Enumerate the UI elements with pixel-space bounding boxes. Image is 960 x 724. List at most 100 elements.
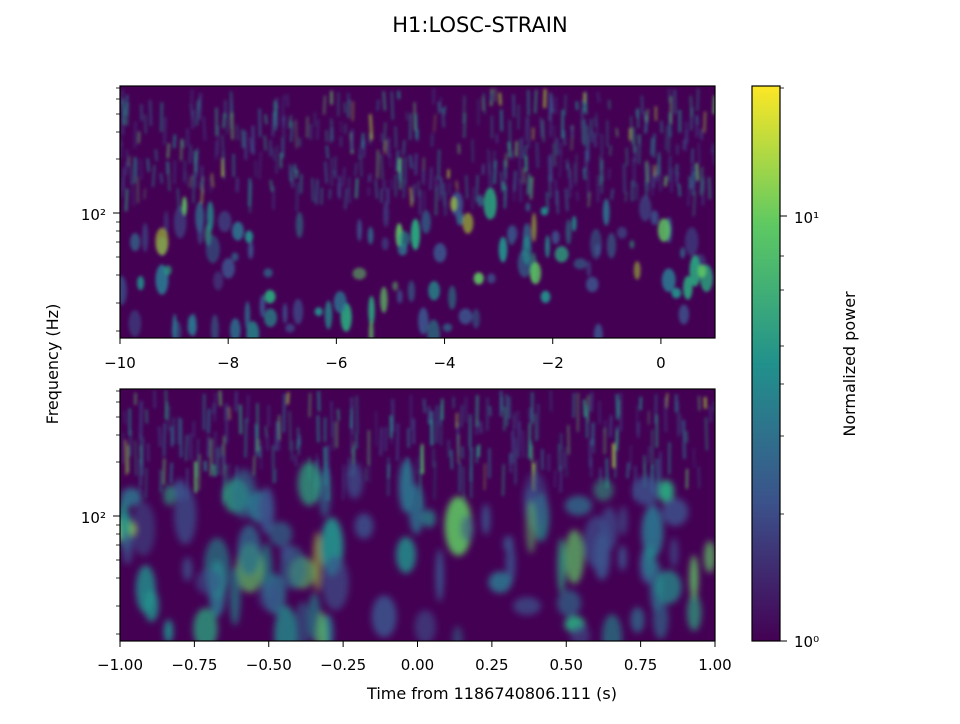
x-tick-label: −4 bbox=[433, 354, 455, 372]
spectrogram-blob bbox=[142, 223, 148, 252]
spectrogram-streak bbox=[123, 99, 124, 125]
spectrogram-streak bbox=[693, 171, 694, 195]
spectrogram-blob bbox=[421, 210, 431, 233]
spectrogram-streak bbox=[665, 176, 666, 186]
spectrogram-streak bbox=[297, 182, 298, 211]
spectrogram-blob bbox=[369, 321, 373, 345]
spectrogram-streak bbox=[704, 112, 705, 133]
spectrogram-streak bbox=[503, 464, 504, 496]
spectrogram-blob bbox=[237, 525, 261, 576]
spectrogram-blob bbox=[428, 281, 440, 300]
spectrogram-blob bbox=[463, 213, 474, 234]
x-tick-label: −1.00 bbox=[97, 656, 143, 674]
spectrogram-streak bbox=[528, 174, 529, 195]
spectrogram-blob bbox=[418, 308, 428, 335]
spectrogram-streak bbox=[178, 417, 179, 444]
spectrogram-blob bbox=[172, 321, 182, 343]
spectrogram-streak bbox=[660, 452, 661, 487]
x-tick-label: −10 bbox=[104, 354, 136, 372]
spectrogram-streak bbox=[684, 420, 685, 459]
spectrogram-streak bbox=[296, 120, 297, 148]
x-tick-label: −0.75 bbox=[171, 656, 217, 674]
spectrogram-blob bbox=[285, 324, 294, 333]
spectrogram-blob bbox=[231, 252, 238, 261]
spectrogram-blob bbox=[503, 536, 513, 552]
spectrogram-streak bbox=[213, 403, 214, 414]
colorbar-tick-label-bottom: 10⁰ bbox=[794, 633, 819, 651]
spectrogram-blob bbox=[382, 237, 389, 250]
spectrogram-streak bbox=[595, 133, 596, 147]
spectrogram-streak bbox=[449, 182, 450, 194]
spectrogram-blob bbox=[283, 303, 288, 323]
x-tick-label: 0.25 bbox=[475, 656, 508, 674]
spectrogram-blob bbox=[630, 240, 635, 248]
spectrogram-streak bbox=[288, 392, 289, 404]
spectrogram-streak bbox=[577, 191, 578, 200]
spectrogram-streak bbox=[298, 427, 299, 437]
spectrogram-streak bbox=[568, 425, 569, 454]
spectrogram-streak bbox=[330, 189, 331, 199]
spectrogram-streak bbox=[295, 164, 296, 173]
spectrogram-streak bbox=[232, 113, 233, 140]
spectrogram-streak bbox=[655, 394, 656, 423]
x-tick-label: −0.25 bbox=[320, 656, 366, 674]
spectrogram-streak bbox=[528, 118, 529, 148]
spectrogram-streak bbox=[521, 138, 522, 158]
spectrogram-streak bbox=[182, 139, 183, 148]
colorbar-label: Normalized power bbox=[840, 291, 859, 437]
spectrogram-streak bbox=[202, 176, 203, 193]
spectrogram-streak bbox=[273, 445, 274, 483]
spectrogram-streak bbox=[464, 96, 465, 123]
spectrogram-streak bbox=[384, 91, 385, 110]
spectrogram-blob bbox=[555, 246, 569, 262]
spectrogram-streak bbox=[257, 439, 258, 452]
spectrogram-streak bbox=[341, 121, 342, 132]
spectrogram-streak bbox=[555, 470, 556, 487]
spectrogram-blob bbox=[618, 545, 627, 570]
spectrogram-streak bbox=[524, 168, 525, 184]
spectrogram-streak bbox=[587, 125, 588, 146]
spectrogram-streak bbox=[141, 445, 142, 464]
spectrogram-streak bbox=[363, 140, 364, 149]
spectrogram-streak bbox=[494, 160, 495, 184]
spectrogram-streak bbox=[377, 150, 378, 179]
spectrogram-streak bbox=[477, 395, 478, 427]
spectrogram-blob bbox=[165, 265, 172, 275]
spectrogram-blob bbox=[408, 281, 415, 302]
bottom-y-tick-label: 10² bbox=[81, 509, 106, 527]
spectrogram-streak bbox=[529, 423, 530, 458]
spectrogram-streak bbox=[381, 427, 382, 455]
spectrogram-streak bbox=[168, 143, 169, 158]
spectrogram-streak bbox=[556, 180, 557, 205]
spectrogram-streak bbox=[164, 423, 165, 456]
spectrogram-streak bbox=[654, 133, 655, 157]
spectrogram-streak bbox=[532, 445, 533, 473]
spectrogram-streak bbox=[557, 190, 558, 213]
spectrogram-streak bbox=[444, 106, 445, 115]
spectrogram-streak bbox=[505, 186, 506, 209]
spectrogram-blob bbox=[207, 201, 214, 231]
spectrogram-streak bbox=[574, 393, 575, 418]
spectrogram-streak bbox=[410, 113, 411, 140]
spectrogram-blob bbox=[617, 227, 627, 239]
spectrogram-streak bbox=[397, 150, 398, 171]
spectrogram-streak bbox=[438, 150, 439, 179]
spectrogram-streak bbox=[634, 157, 635, 186]
spectrogram-streak bbox=[265, 136, 266, 151]
spectrogram-blob bbox=[245, 231, 253, 244]
spectrogram-blob bbox=[422, 509, 435, 527]
colorbar-ticks bbox=[780, 88, 787, 641]
spectrogram-streak bbox=[709, 177, 710, 199]
spectrogram-blob bbox=[593, 479, 613, 501]
spectrogram-streak bbox=[145, 114, 146, 133]
spectrogram-blob bbox=[218, 211, 231, 232]
spectrogram-streak bbox=[208, 409, 209, 434]
spectrogram-streak bbox=[390, 154, 391, 167]
spectrogram-blob bbox=[164, 619, 173, 643]
spectrogram-streak bbox=[277, 97, 278, 126]
spectrogram-streak bbox=[598, 92, 599, 102]
spectrogram-streak bbox=[547, 192, 548, 210]
x-axis-label: Time from 1186740806.111 (s) bbox=[366, 684, 617, 703]
spectrogram-streak bbox=[295, 455, 296, 466]
